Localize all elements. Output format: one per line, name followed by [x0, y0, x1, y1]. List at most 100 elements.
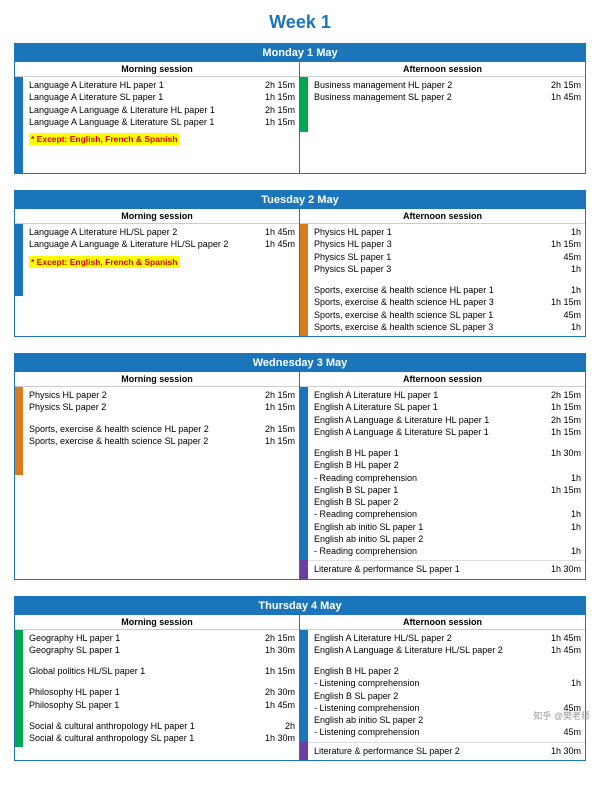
spacer	[29, 657, 295, 665]
segment-body: English A Literature HL paper 12h 15mEng…	[308, 387, 585, 560]
exam-label: Geography SL paper 1	[29, 645, 265, 656]
exam-label: - Reading comprehension	[314, 473, 571, 484]
exam-row: Sports, exercise & health science SL pap…	[314, 322, 581, 333]
day-block: Wednesday 3 MayMorning sessionPhysics HL…	[14, 353, 586, 580]
exam-duration: 2h 15m	[265, 390, 295, 401]
exam-row: Language A Literature SL paper 11h 15m	[29, 92, 295, 103]
exam-label: Business management HL paper 2	[314, 80, 551, 91]
session-header: Morning session	[15, 209, 299, 224]
spacer	[29, 415, 295, 423]
exam-label: Sports, exercise & health science SL pap…	[314, 322, 571, 333]
exam-row: English B SL paper 2	[314, 497, 581, 508]
session-header: Morning session	[15, 615, 299, 630]
morning-session: Morning sessionPhysics HL paper 22h 15mP…	[15, 372, 300, 579]
spacer	[314, 657, 581, 665]
exam-label: English A Literature SL paper 1	[314, 402, 551, 413]
color-stripe	[300, 742, 308, 760]
exam-duration: 1h 15m	[265, 436, 295, 447]
exam-label: - Listening comprehension	[314, 678, 571, 689]
exam-row: Sports, exercise & health science HL pap…	[314, 285, 581, 296]
exam-duration: 1h 30m	[265, 733, 295, 744]
exam-label: English B HL paper 2	[314, 460, 581, 471]
exam-row: Sports, exercise & health science SL pap…	[29, 436, 295, 447]
exam-row: Social & cultural anthropology HL paper …	[29, 721, 295, 732]
exam-duration: 1h	[571, 509, 581, 520]
exam-label: Language A Literature SL paper 1	[29, 92, 265, 103]
session-header: Afternoon session	[300, 209, 585, 224]
exam-label: Physics HL paper 1	[314, 227, 571, 238]
spacer	[314, 439, 581, 447]
exam-row: Business management SL paper 21h 45m	[314, 92, 581, 103]
exam-duration: 1h 45m	[551, 645, 581, 656]
exam-row: - Listening comprehension1h	[314, 678, 581, 689]
exam-duration: 1h 45m	[265, 239, 295, 250]
exam-label: Global politics HL/SL paper 1	[29, 666, 265, 677]
afternoon-session: Afternoon sessionBusiness management HL …	[300, 62, 585, 173]
exam-duration: 1h 30m	[551, 564, 581, 575]
afternoon-session: Afternoon sessionEnglish A Literature HL…	[300, 615, 585, 760]
exam-row: Literature & performance SL paper 21h 30…	[314, 746, 581, 757]
spacer	[314, 276, 581, 284]
exam-row: Physics SL paper 145m	[314, 252, 581, 263]
exam-row: English A Literature SL paper 11h 15m	[314, 402, 581, 413]
morning-session: Morning sessionLanguage A Literature HL …	[15, 62, 300, 173]
exam-label: Sports, exercise & health science SL pap…	[29, 436, 265, 447]
segment: English A Literature HL/SL paper 21h 45m…	[300, 630, 585, 742]
color-stripe	[300, 560, 308, 578]
segment-body: Literature & performance SL paper 21h 30…	[308, 742, 585, 760]
exam-row: Sports, exercise & health science HL pap…	[314, 297, 581, 308]
exam-duration: 1h 15m	[551, 402, 581, 413]
spacer	[29, 678, 295, 686]
exam-duration: 2h 15m	[551, 415, 581, 426]
segment: Literature & performance SL paper 21h 30…	[300, 742, 585, 760]
exam-row: - Reading comprehension1h	[314, 509, 581, 520]
exam-label: - Listening comprehension	[314, 727, 563, 738]
exam-row: Business management HL paper 22h 15m	[314, 80, 581, 91]
exam-label: Social & cultural anthropology HL paper …	[29, 721, 285, 732]
exam-duration: 1h 15m	[551, 239, 581, 250]
color-stripe	[15, 77, 23, 173]
exam-duration: 1h 30m	[551, 448, 581, 459]
exam-label: Social & cultural anthropology SL paper …	[29, 733, 265, 744]
exam-row: English B HL paper 11h 30m	[314, 448, 581, 459]
exam-label: - Reading comprehension	[314, 546, 571, 557]
spacer	[29, 712, 295, 720]
exam-row: Language A Language & Literature SL pape…	[29, 117, 295, 128]
session-header: Morning session	[15, 62, 299, 77]
color-stripe	[15, 224, 23, 296]
exam-duration: 1h 15m	[265, 92, 295, 103]
day-block: Monday 1 MayMorning sessionLanguage A Li…	[14, 43, 586, 174]
day-block: Tuesday 2 MayMorning session Language A L…	[14, 190, 586, 337]
exam-duration: 2h 15m	[265, 424, 295, 435]
exam-label: English ab initio SL paper 1	[314, 522, 571, 533]
exam-duration: 2h 30m	[265, 687, 295, 698]
exam-label: English B SL paper 1	[314, 485, 551, 496]
segment: Physics HL paper 11hPhysics HL paper 31h…	[300, 224, 585, 336]
color-stripe	[15, 387, 23, 475]
exam-label: Language A Literature HL/SL paper 2	[29, 227, 265, 238]
sessions-row: Morning sessionPhysics HL paper 22h 15mP…	[15, 372, 585, 579]
segment: Business management HL paper 22h 15mBusi…	[300, 77, 585, 132]
exam-label: Physics HL paper 3	[314, 239, 551, 250]
exam-duration: 2h 15m	[265, 633, 295, 644]
exam-duration: 2h 15m	[551, 80, 581, 91]
exam-duration: 1h	[571, 678, 581, 689]
exam-duration: 2h 15m	[265, 80, 295, 91]
except-note: * Except: English, French & Spanish	[29, 256, 179, 268]
day-header: Tuesday 2 May	[15, 191, 585, 209]
exam-duration: 45m	[563, 310, 581, 321]
exam-duration: 1h 15m	[551, 427, 581, 438]
exam-row: Geography HL paper 12h 15m	[29, 633, 295, 644]
color-stripe	[300, 387, 308, 560]
exam-label: Sports, exercise & health science HL pap…	[29, 424, 265, 435]
day-header: Thursday 4 May	[15, 597, 585, 615]
day-header: Monday 1 May	[15, 44, 585, 62]
exam-row: Philosophy SL paper 11h 45m	[29, 700, 295, 711]
color-stripe	[15, 630, 23, 748]
exam-row: - Listening comprehension45m	[314, 727, 581, 738]
segment: English A Literature HL paper 12h 15mEng…	[300, 387, 585, 560]
exam-row: Physics HL paper 11h	[314, 227, 581, 238]
exam-label: English A Language & Literature HL paper…	[314, 415, 551, 426]
exam-row: Physics SL paper 31h	[314, 264, 581, 275]
exam-row: English A Language & Literature SL paper…	[314, 427, 581, 438]
